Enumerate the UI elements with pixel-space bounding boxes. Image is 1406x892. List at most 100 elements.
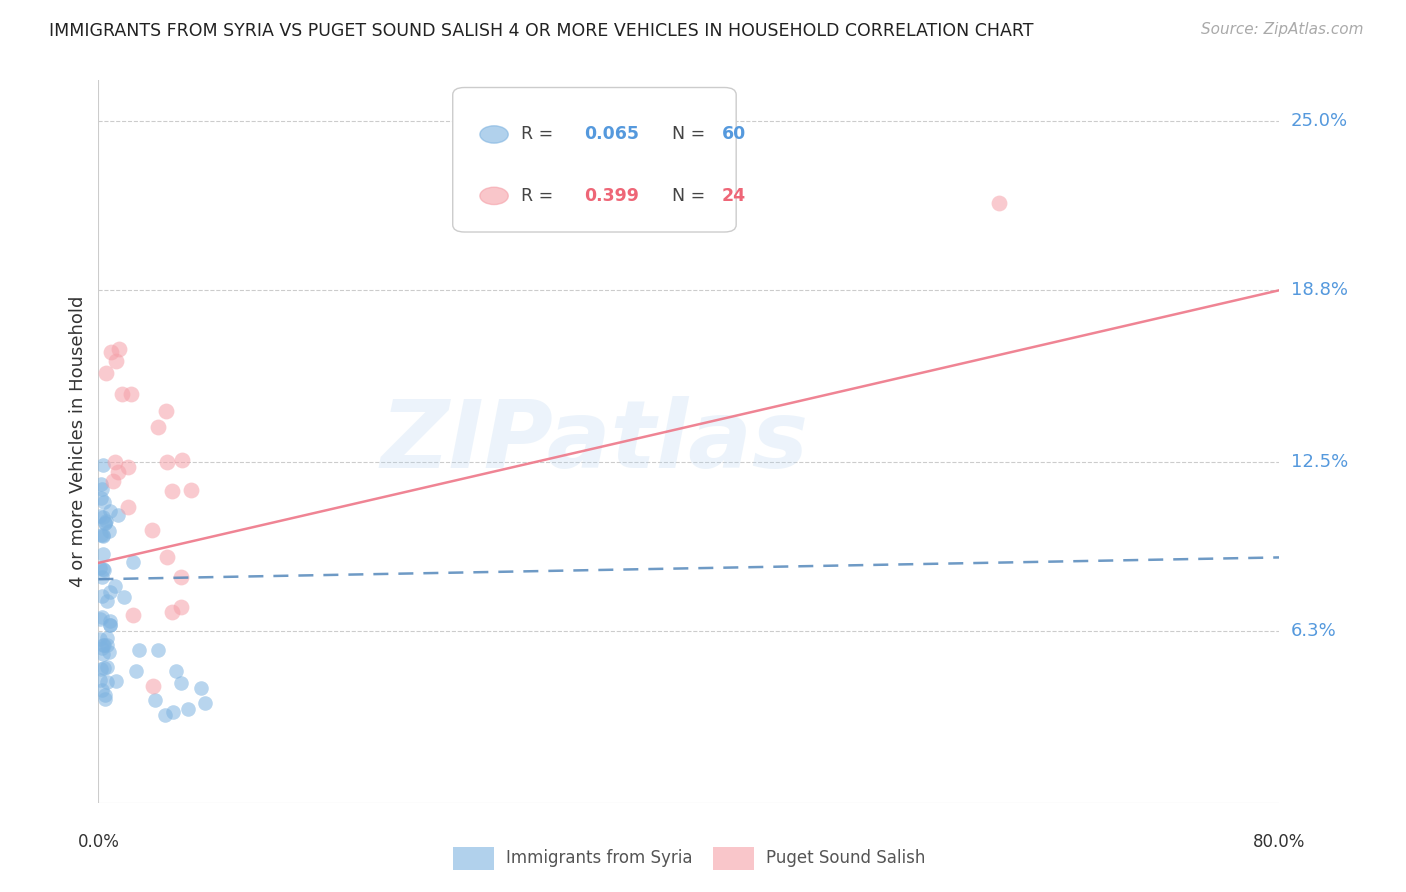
- Point: [117, 460, 139, 475]
- Point: [122, 555, 145, 569]
- Point: [105, 673, 128, 688]
- Point: [98, 524, 121, 538]
- Point: [96, 660, 118, 674]
- Point: [148, 643, 170, 657]
- Text: Immigrants from Syria: Immigrants from Syria: [506, 849, 692, 867]
- Text: 12.5%: 12.5%: [1291, 453, 1348, 471]
- Point: [89, 673, 111, 687]
- Circle shape: [479, 187, 508, 204]
- Point: [104, 579, 127, 593]
- Point: [107, 342, 129, 356]
- Point: [170, 599, 193, 614]
- Text: 6.3%: 6.3%: [1291, 622, 1336, 640]
- Point: [98, 504, 121, 518]
- Text: 24: 24: [723, 187, 747, 205]
- Point: [94, 516, 117, 530]
- Text: 18.8%: 18.8%: [1291, 281, 1347, 299]
- Point: [89, 612, 111, 626]
- Point: [153, 708, 176, 723]
- Point: [177, 702, 200, 716]
- Point: [90, 476, 112, 491]
- Point: [91, 647, 114, 661]
- Bar: [453, 847, 494, 870]
- Text: 25.0%: 25.0%: [1291, 112, 1348, 130]
- Point: [89, 561, 111, 575]
- Point: [97, 644, 120, 658]
- Point: [94, 688, 117, 702]
- Point: [96, 632, 118, 646]
- Point: [107, 508, 129, 522]
- Point: [155, 403, 177, 417]
- Point: [91, 509, 114, 524]
- Point: [93, 638, 115, 652]
- Point: [91, 570, 114, 584]
- Text: N =: N =: [661, 126, 710, 144]
- Point: [90, 682, 112, 697]
- Point: [90, 528, 112, 542]
- FancyBboxPatch shape: [453, 87, 737, 232]
- Text: R =: R =: [522, 126, 560, 144]
- Point: [94, 692, 117, 706]
- Point: [91, 547, 114, 561]
- Point: [170, 570, 193, 584]
- Point: [122, 608, 145, 623]
- Text: IMMIGRANTS FROM SYRIA VS PUGET SOUND SALISH 4 OR MORE VEHICLES IN HOUSEHOLD CORR: IMMIGRANTS FROM SYRIA VS PUGET SOUND SAL…: [49, 22, 1033, 40]
- Point: [141, 523, 163, 537]
- Point: [988, 196, 1011, 211]
- Point: [128, 643, 150, 657]
- Point: [165, 664, 187, 678]
- Point: [93, 495, 115, 509]
- Point: [93, 660, 115, 674]
- Text: Puget Sound Salish: Puget Sound Salish: [766, 849, 925, 867]
- Text: R =: R =: [522, 187, 560, 205]
- Point: [89, 508, 111, 523]
- Point: [90, 662, 112, 676]
- Point: [96, 594, 118, 608]
- Point: [190, 681, 212, 695]
- Point: [93, 516, 115, 530]
- Point: [160, 605, 183, 619]
- Point: [90, 590, 112, 604]
- Point: [112, 591, 135, 605]
- Point: [96, 674, 118, 689]
- Text: 60: 60: [723, 126, 747, 144]
- Point: [120, 387, 142, 401]
- Point: [156, 550, 179, 565]
- Point: [146, 420, 169, 434]
- Point: [107, 465, 129, 479]
- Point: [91, 482, 114, 496]
- Point: [162, 706, 184, 720]
- Text: ZIPatlas: ZIPatlas: [381, 395, 808, 488]
- Point: [170, 452, 193, 467]
- Point: [98, 585, 121, 599]
- Y-axis label: 4 or more Vehicles in Household: 4 or more Vehicles in Household: [69, 296, 87, 587]
- Point: [98, 617, 121, 632]
- Point: [93, 563, 115, 577]
- Point: [110, 387, 132, 401]
- Text: 0.0%: 0.0%: [77, 833, 120, 851]
- Circle shape: [479, 126, 508, 143]
- Point: [101, 475, 124, 489]
- Point: [90, 609, 112, 624]
- Text: 0.065: 0.065: [583, 126, 638, 144]
- Point: [117, 500, 139, 515]
- Point: [91, 528, 114, 542]
- Point: [104, 354, 127, 368]
- Point: [91, 529, 114, 543]
- Text: N =: N =: [661, 187, 710, 205]
- Point: [143, 692, 166, 706]
- Point: [160, 483, 183, 498]
- Point: [96, 367, 118, 381]
- Point: [94, 514, 117, 528]
- Text: 80.0%: 80.0%: [1253, 833, 1306, 851]
- Point: [93, 562, 115, 576]
- Point: [93, 638, 115, 652]
- Text: 0.399: 0.399: [583, 187, 638, 205]
- Point: [194, 697, 217, 711]
- Point: [89, 632, 111, 646]
- Point: [180, 483, 202, 498]
- Point: [90, 491, 112, 505]
- Point: [170, 676, 193, 690]
- Point: [93, 458, 115, 473]
- Point: [142, 679, 165, 693]
